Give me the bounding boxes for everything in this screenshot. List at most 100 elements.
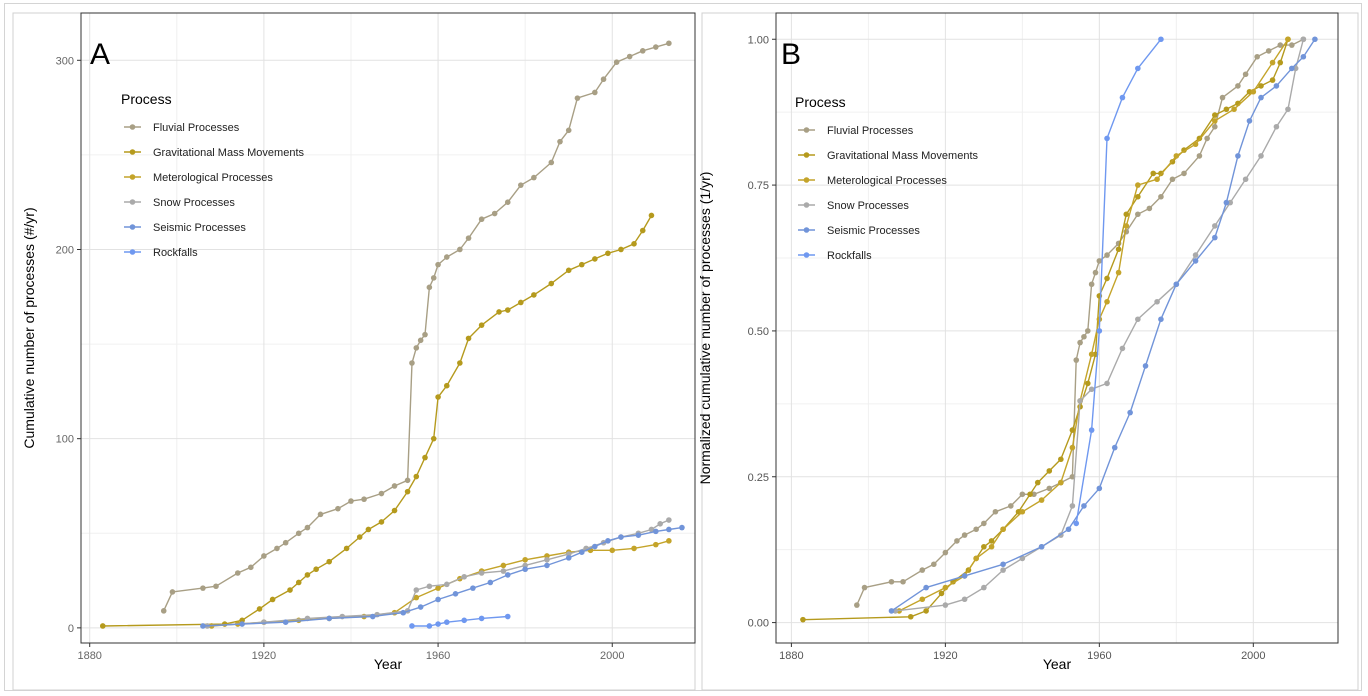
data-point-snow-processes [461,573,468,580]
data-point-snow-processes [443,581,450,588]
data-point-meterological-processes [1231,106,1237,113]
data-point-seismic-processes [417,604,424,610]
data-point-seismic-processes [1258,94,1264,101]
legend-item-rockfalls: Rockfalls [798,250,872,262]
x-tick-label-1880: 1880 [77,650,101,662]
data-point-snow-processes [666,517,672,523]
data-point-meterological-processes [522,556,528,563]
data-point-seismic-processes [565,555,572,561]
data-point-gravitational-mass-movements [404,488,411,495]
data-point-seismic-processes [504,572,511,578]
data-point-rockfalls [1135,65,1141,72]
legend-key-point [803,227,810,233]
data-point-meterological-processes [919,596,926,603]
data-point-meterological-processes [942,584,949,591]
y-tick-label-100: 100 [56,434,74,446]
data-point-seismic-processes [1127,409,1133,416]
data-point-gravitational-mass-movements [295,579,302,586]
legend-item-meterological-processes: Meterological Processes [124,172,273,184]
data-point-gravitational-mass-movements [435,394,441,400]
data-point-fluvial-processes [1277,42,1284,48]
data-point-meterological-processes [1173,153,1180,159]
legend-item-gravitational-mass-movements: Gravitational Mass Movements [798,150,978,162]
panel-a: 1880 1920 1960 2000 0 100 200 300 Year Cumulative… [12,12,696,691]
legend-label: Rockfalls [153,247,198,259]
data-point-snow-processes [413,587,420,593]
y-tick-label-0-25: 0.25 [748,472,769,484]
series-fluvial-processes [160,40,672,614]
x-axis-title: Year [1043,656,1072,672]
legend-label: Snow Processes [153,197,235,209]
data-point-meterological-processes [413,594,420,601]
data-point-fluvial-processes [426,284,433,291]
legend-label: Seismic Processes [153,222,246,234]
data-point-seismic-processes [1300,53,1307,60]
data-point-rockfalls [478,615,485,622]
data-point-gravitational-mass-movements [365,526,372,533]
data-point-fluvial-processes [213,583,219,590]
data-point-seismic-processes [487,579,494,586]
data-point-seismic-processes [653,528,659,535]
data-point-snow-processes [1104,380,1110,387]
legend-label: Gravitational Mass Movements [153,147,304,159]
legend-label: Snow Processes [827,200,909,212]
data-point-seismic-processes [923,584,929,591]
data-point-rockfalls [1096,328,1103,334]
data-point-fluvial-processes [317,511,324,518]
data-point-gravitational-mass-movements [592,256,598,262]
data-point-fluvial-processes [457,246,463,253]
data-point-fluvial-processes [1289,42,1295,48]
data-point-rockfalls [1158,36,1164,43]
data-point-fluvial-processes [200,585,206,591]
data-point-fluvial-processes [518,182,524,188]
data-point-seismic-processes [1111,444,1118,451]
data-point-seismic-processes [961,573,968,579]
data-point-snow-processes [657,521,663,527]
data-point-fluvial-processes [1235,83,1241,89]
data-point-gravitational-mass-movements [531,292,537,298]
data-point-gravitational-mass-movements [378,519,385,525]
legend-item-meterological-processes: Meterological Processes [798,175,947,187]
data-point-fluvial-processes [888,578,895,585]
data-point-snow-processes [1300,36,1307,43]
plot-area [81,13,695,643]
data-point-fluvial-processes [1254,53,1260,60]
data-point-gravitational-mass-movements [1046,468,1053,474]
data-point-gravitational-mass-movements [496,309,502,315]
data-point-meterological-processes [1069,444,1076,451]
data-point-meterological-processes [500,562,507,569]
data-point-snow-processes [1088,386,1095,393]
legend-key-point [803,177,810,183]
data-point-snow-processes [961,596,968,603]
data-point-gravitational-mass-movements [1115,246,1122,253]
series-seismic-processes [888,36,1318,614]
data-point-seismic-processes [1192,258,1199,264]
data-point-fluvial-processes [900,578,906,585]
data-point-rockfalls [461,617,468,624]
data-point-fluvial-processes [404,477,411,484]
legend-key-point [129,149,136,155]
y-tick-label-0: 0 [68,623,74,635]
data-point-gravitational-mass-movements [343,545,350,552]
data-point-gravitational-mass-movements [304,572,311,578]
data-point-fluvial-processes [234,570,241,576]
data-point-seismic-processes [326,615,333,622]
data-point-fluvial-processes [973,526,979,533]
data-point-gravitational-mass-movements [988,538,995,544]
data-point-meterological-processes [1250,88,1257,95]
data-point-meterological-processes [1269,59,1276,66]
data-point-fluvial-processes [1135,211,1141,218]
data-point-seismic-processes [666,526,672,533]
data-point-fluvial-processes [1031,491,1037,498]
data-point-fluvial-processes [1219,94,1226,101]
data-point-snow-processes [981,584,987,591]
data-point-fluvial-processes [304,524,311,531]
data-point-meterological-processes [631,545,637,552]
data-point-seismic-processes [1173,281,1180,288]
data-point-fluvial-processes [1046,485,1053,492]
legend-label: Meterological Processes [827,175,947,187]
data-point-fluvial-processes [295,530,302,537]
data-point-fluvial-processes [600,76,607,83]
data-point-fluvial-processes [248,564,254,571]
legend-item-rockfalls: Rockfalls [124,247,198,259]
